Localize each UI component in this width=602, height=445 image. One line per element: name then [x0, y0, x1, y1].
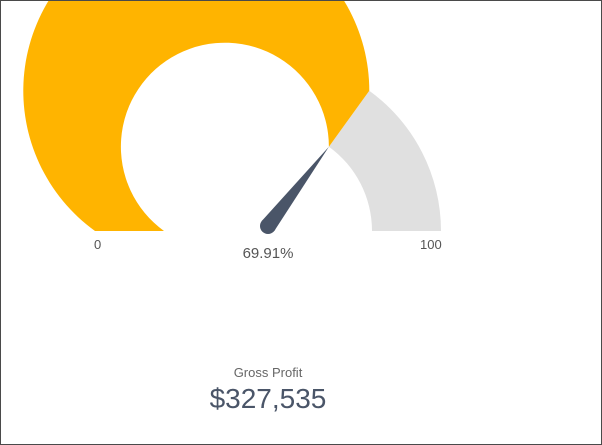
gauge-min-label: 0 — [94, 237, 102, 252]
gauge-needle — [261, 146, 329, 231]
kpi-value: $327,535 — [209, 383, 327, 414]
gauge-arc-remaining — [328, 90, 441, 231]
gauge-chart — [23, 1, 441, 234]
gauge-needle-hub — [260, 218, 276, 234]
gauge-max-label: 100 — [420, 237, 442, 252]
kpi-label: Gross Profit — [233, 365, 303, 380]
gauge-value-label: 69.91% — [242, 245, 294, 262]
gauge-arc-filled — [23, 1, 370, 231]
